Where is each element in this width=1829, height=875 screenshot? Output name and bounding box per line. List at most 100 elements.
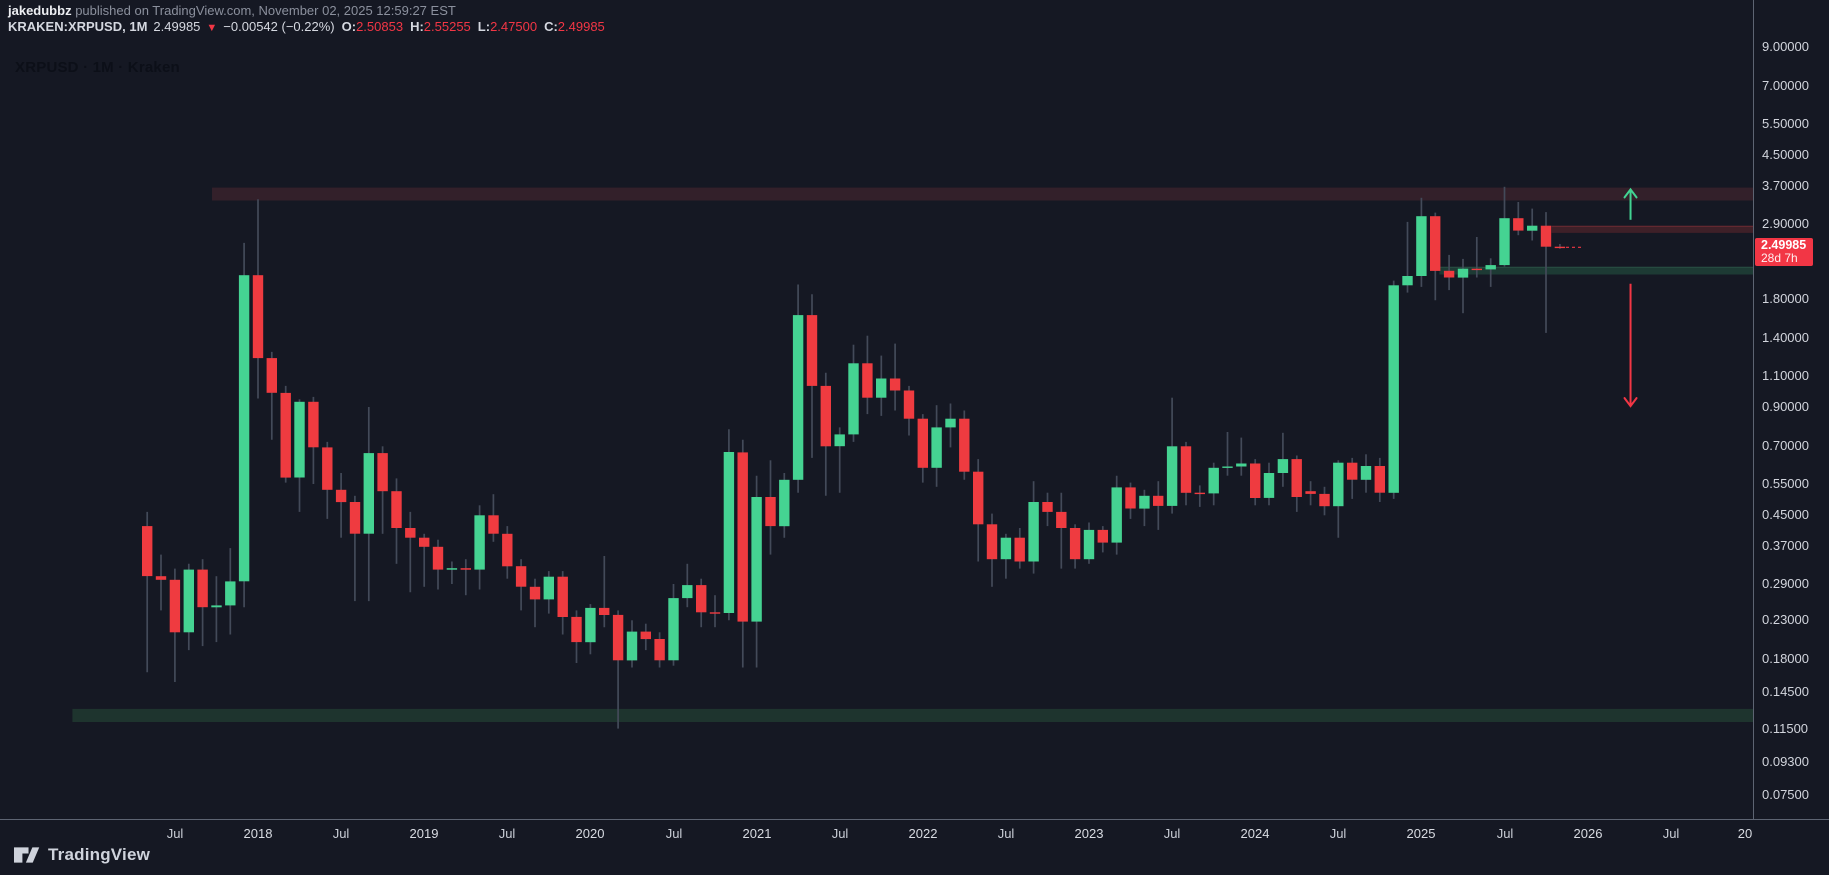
candle-body-2019-01 [419,537,430,547]
price-tick-0.09300: 0.09300 [1762,754,1809,769]
candle-body-2021-12 [903,390,915,419]
candle-body-2017-05 [142,526,153,577]
price-tick-0.45000: 0.45000 [1762,507,1809,522]
candle-body-2017-10 [211,605,222,608]
candle-body-2025-06 [1485,265,1496,270]
candle-body-2024-10 [1374,466,1385,493]
candle-body-2018-06 [322,447,333,490]
publish-info: jakedubbz published on TradingView.com, … [8,3,605,18]
candle-body-2021-11 [889,378,901,391]
time-tick-2018: 2018 [243,826,273,841]
symbol-status-row: KRAKEN:XRPUSD, 1M 2.49985 ▼ −0.00542 (−0.22… [8,19,605,36]
price-tick-1.10000: 1.10000 [1762,368,1809,383]
candle-body-2025-04 [1457,268,1469,278]
candle-body-2017-11 [225,581,236,606]
candle-body-2019-12 [571,616,582,643]
candle-body-2022-11 [1056,511,1067,528]
candle-body-2017-12 [238,275,250,582]
candle-body-2020-01 [585,607,596,643]
time-tick-2020: 2020 [575,826,605,841]
chart-pane-canvas[interactable] [0,0,1753,819]
candle-body-2018-01 [252,275,264,359]
candle-body-2018-11 [391,491,402,528]
candle-body-2019-07 [502,533,513,567]
price-tick-4.50000: 4.50000 [1762,147,1809,162]
time-tick-2023: 2023 [1074,826,1104,841]
price-tick-0.37000: 0.37000 [1762,538,1809,553]
candle-body-2025-09 [1527,225,1538,231]
time-tick-Jul: Jul [166,826,184,841]
tradingview-logo-icon [14,847,40,863]
candle-body-2021-07 [834,434,845,447]
candle-body-2018-12 [405,528,416,538]
candle-body-2024-05 [1305,491,1316,494]
up-arrow[interactable] [1623,187,1638,220]
candle-body-2017-06 [155,576,167,580]
candle-body-2018-04 [294,401,305,478]
candle-body-2023-09 [1194,492,1205,495]
candle-body-2022-09 [1028,502,1039,562]
tradingview-branding[interactable]: TradingView [14,845,150,865]
candle-body-2021-01 [751,497,762,622]
candle-body-2021-09 [862,363,873,398]
candle-body-2025-01 [1416,216,1427,276]
header: jakedubbz published on TradingView.com, … [8,3,605,36]
candle-body-2018-05 [308,401,319,448]
candle-body-2022-08 [1014,537,1025,562]
bar-countdown: 28d 7h [1761,251,1798,265]
candle-body-2020-10 [709,612,721,614]
candle-body-2023-06 [1153,495,1164,506]
candle-body-2022-03 [945,418,956,428]
price-tick-3.70000: 3.70000 [1762,178,1809,193]
down-arrow[interactable] [1623,283,1638,408]
candle-body-2024-03 [1277,459,1289,473]
time-axis[interactable]: Jul 2018 Jul 2019 Jul 2020 Jul 2021 Jul 2022 Jul 20… [0,820,1829,846]
low-value: 2.47500 [490,19,538,34]
price-axis[interactable]: 9.00000 7.00000 5.50000 4.50000 3.70000 2.900… [1754,0,1829,819]
price-tick-7.00000: 7.00000 [1762,78,1809,93]
close-value: 2.49985 [557,19,605,34]
price-tick-0.70000: 0.70000 [1762,438,1809,453]
candle-body-2020-07 [668,598,679,661]
candle-body-2021-10 [876,378,887,398]
candle-body-2020-04 [626,631,638,661]
candle-body-2019-08 [515,566,527,587]
candle-body-2021-04 [792,315,804,480]
price-tick-0.07500: 0.07500 [1762,787,1809,802]
resistance-band [1551,226,1753,233]
candle-body-2024-04 [1291,459,1302,497]
candle-body-2024-11 [1388,285,1399,493]
candle-body-2023-05 [1139,495,1150,509]
high-label: H: [410,19,424,34]
candle-body-2020-06 [654,639,665,661]
candle-body-2020-02 [599,607,610,615]
candle-body-2023-12 [1236,463,1247,467]
time-tick-2021: 2021 [742,826,772,841]
candle-body-2023-10 [1208,467,1219,494]
price-tick-9.00000: 9.00000 [1762,39,1809,54]
candle-body-2024-01 [1250,463,1261,498]
candle-body-2019-09 [529,586,541,600]
price-tick-0.14500: 0.14500 [1762,684,1809,699]
candle-body-2022-04 [959,418,970,472]
price-tick-1.80000: 1.80000 [1762,291,1809,306]
candle-body-2025-07 [1499,218,1510,266]
price-tick-0.23000: 0.23000 [1762,612,1809,627]
time-tick-Jul: Jul [1496,826,1514,841]
candle-body-2025-05 [1471,268,1482,271]
time-tick-Jul: Jul [332,826,350,841]
candle-body-2023-02 [1097,529,1108,543]
candle-body-2017-07 [169,579,181,633]
candle-body-2025-08 [1513,218,1524,231]
candle-body-2017-09 [197,569,208,608]
symbol-title[interactable]: KRAKEN:XRPUSD, 1M [8,19,148,34]
publish-text: published on TradingView.com, November 0… [71,3,456,18]
candle-body-2021-02 [765,497,776,527]
candle-body-2022-02 [931,427,942,468]
time-axis-border [0,819,1829,820]
close-label: C: [544,19,558,34]
candle-body-2020-12 [737,452,748,622]
price-tick-1.40000: 1.40000 [1762,330,1809,345]
candle-body-2019-10 [543,576,554,600]
